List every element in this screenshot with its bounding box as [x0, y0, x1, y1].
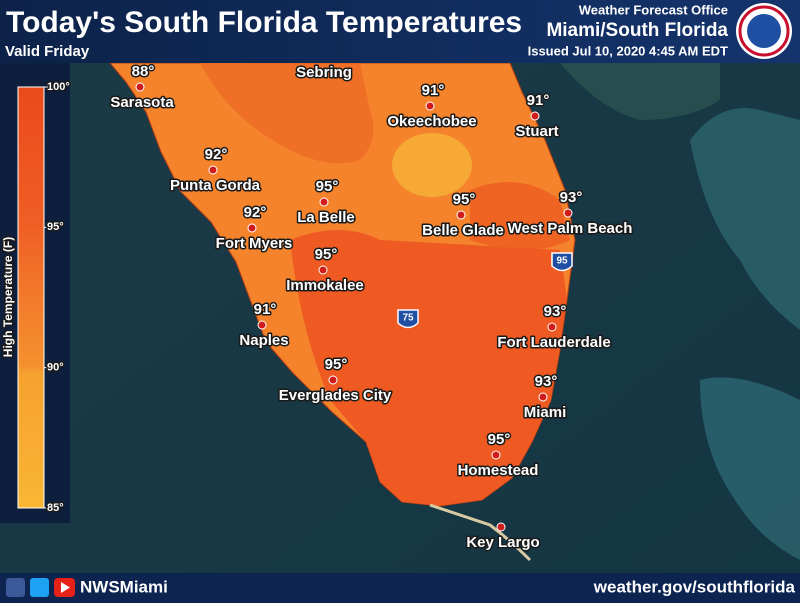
location: Miami/South Florida: [546, 20, 728, 41]
city-name: Immokalee: [286, 277, 364, 294]
twitter-icon[interactable]: [30, 578, 49, 597]
city-dot: [208, 165, 218, 175]
city-name: Everglades City: [279, 387, 392, 404]
city-name: Homestead: [458, 462, 539, 479]
city-high: 92°: [244, 204, 267, 221]
city-high: 95°: [325, 356, 348, 373]
city-high: 93°: [544, 303, 567, 320]
header: [0, 0, 800, 63]
city-dot: [530, 111, 540, 121]
city-high: 95°: [453, 191, 476, 208]
city-dot: [491, 450, 501, 460]
facebook-icon[interactable]: [6, 578, 25, 597]
nws-logo-ring: [738, 5, 790, 57]
issued: Issued Jul 10, 2020 4:45 AM EDT: [528, 43, 728, 58]
city-dot: [496, 522, 506, 532]
social-handle[interactable]: NWSMiami: [80, 577, 168, 596]
city-high: 92°: [205, 146, 228, 163]
city-dot: [456, 210, 466, 220]
bahamas-bank: [690, 108, 800, 330]
legend-title: High Temperature (F): [1, 237, 15, 357]
florida-keys: [429, 503, 532, 562]
city-high: 93°: [535, 373, 558, 390]
heat-zone: [470, 182, 570, 250]
legend-tick-label: 100°: [47, 81, 70, 93]
city-dot: [547, 322, 557, 332]
city-high: 95°: [315, 246, 338, 263]
city-high: 91°: [254, 301, 277, 318]
city-name: Key Largo: [466, 534, 539, 551]
city-high: 91°: [527, 92, 550, 109]
city-name: Miami: [524, 404, 567, 421]
city-high: 95°: [316, 178, 339, 195]
valid-day: Valid Friday: [5, 43, 90, 60]
highway-shield: [551, 252, 573, 272]
city-name: Punta Gorda: [170, 177, 261, 194]
color-bar: [17, 86, 45, 509]
nws-logo-center: [747, 14, 781, 48]
city-dot: [425, 101, 435, 111]
youtube-play: [61, 582, 70, 593]
city-dot: [318, 265, 328, 275]
legend-tick-label: 85°: [47, 502, 64, 514]
city-name: Fort Myers: [216, 235, 293, 252]
highway-number: 75: [402, 313, 414, 324]
city-high: 95°: [488, 431, 511, 448]
bahamas-bank: [700, 377, 800, 560]
heat-zone: [290, 230, 567, 506]
city-high: 93°: [560, 189, 583, 206]
city-dot: [247, 223, 257, 233]
city-high: 88°: [132, 63, 155, 80]
website[interactable]: weather.gov/southflorida: [593, 577, 796, 596]
city-name: Naples: [239, 332, 288, 349]
city-name: Sebring: [296, 64, 352, 81]
legend-tick-label: 90°: [47, 362, 64, 374]
footer: [0, 573, 800, 603]
highway-shield: [397, 309, 419, 329]
city-dot: [135, 82, 145, 92]
highway-number: 95: [556, 256, 568, 267]
city-name: Okeechobee: [387, 113, 476, 130]
city-name: Stuart: [515, 123, 558, 140]
city-name: Fort Lauderdale: [497, 334, 610, 351]
city-name: West Palm Beach: [508, 220, 633, 237]
city-dot: [538, 392, 548, 402]
legend-tick-label: 95°: [47, 221, 64, 233]
land-north: [560, 63, 720, 120]
title: Today's South Florida Temperatures: [6, 6, 522, 39]
city-name: Sarasota: [110, 94, 174, 111]
city-high: 91°: [422, 82, 445, 99]
heat-zone: [200, 63, 374, 164]
city-dot: [257, 320, 267, 330]
lake-okeechobee: [392, 133, 472, 197]
city-dot: [563, 208, 573, 218]
office: Weather Forecast Office: [579, 2, 728, 17]
city-dot: [319, 197, 329, 207]
city-dot: [328, 375, 338, 385]
city-name: Belle Glade: [422, 222, 504, 239]
city-name: La Belle: [297, 209, 355, 226]
